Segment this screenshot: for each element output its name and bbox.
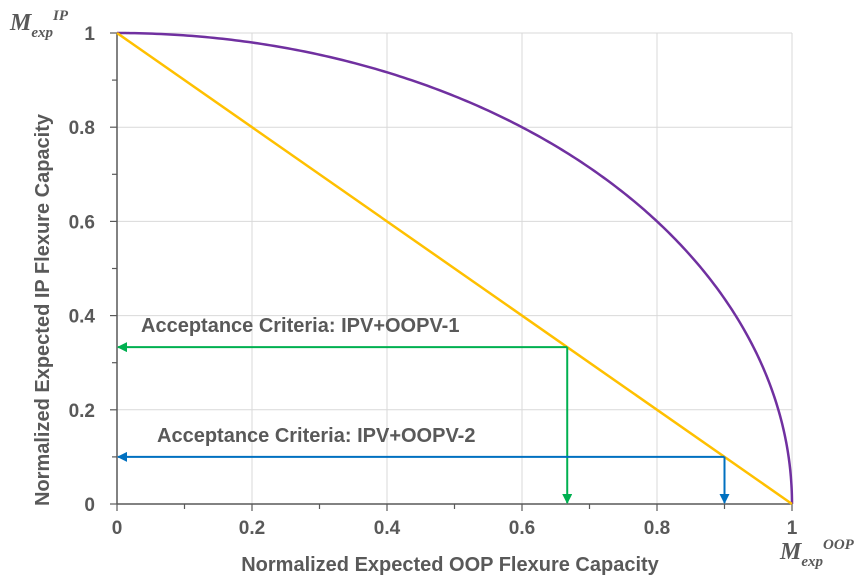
y-axis-title: Normalized Expected IP Flexure Capacity [32,113,54,506]
x-axis-title: Normalized Expected OOP Flexure Capacity [241,554,659,576]
series-line-circular [116,31,794,505]
annotation-2: Acceptance Criteria: IPV+OOPV-2 [117,425,730,504]
annotations-layer: Acceptance Criteria: IPV+OOPV-1 Acceptanc… [117,315,730,504]
annotation-label: Acceptance Criteria: IPV+OOPV-1 [141,315,459,337]
x-tick-label: 0.8 [644,518,670,539]
x-tick-label: 0 [112,518,123,539]
y-axis-end-label: MexpIP [9,8,69,41]
series-line-linear [116,31,793,506]
y-tick-label: 0.8 [69,118,95,139]
axes [110,32,793,511]
x-tick-label: 0.2 [239,518,265,539]
tick-labels: 0 0.2 0.4 0.6 0.8 1 0 0.2 0.4 0.6 0.8 1 [69,24,798,539]
annotation-1: Acceptance Criteria: IPV+OOPV-1 [117,315,573,504]
y-tick-label: 1 [84,24,95,45]
y-tick-label: 0.4 [69,307,96,328]
x-tick-label: 1 [787,518,798,539]
y-tick-label: 0.2 [69,401,95,422]
x-tick-label: 0.6 [509,518,535,539]
x-tick-label: 0.4 [374,518,401,539]
x-axis-end-label: MexpOOP [779,537,855,570]
y-tick-label: 0.6 [69,212,95,233]
series-layer [116,31,794,506]
annotation-label: Acceptance Criteria: IPV+OOPV-2 [157,425,475,447]
grid [117,32,793,504]
y-tick-label: 0 [84,495,95,516]
